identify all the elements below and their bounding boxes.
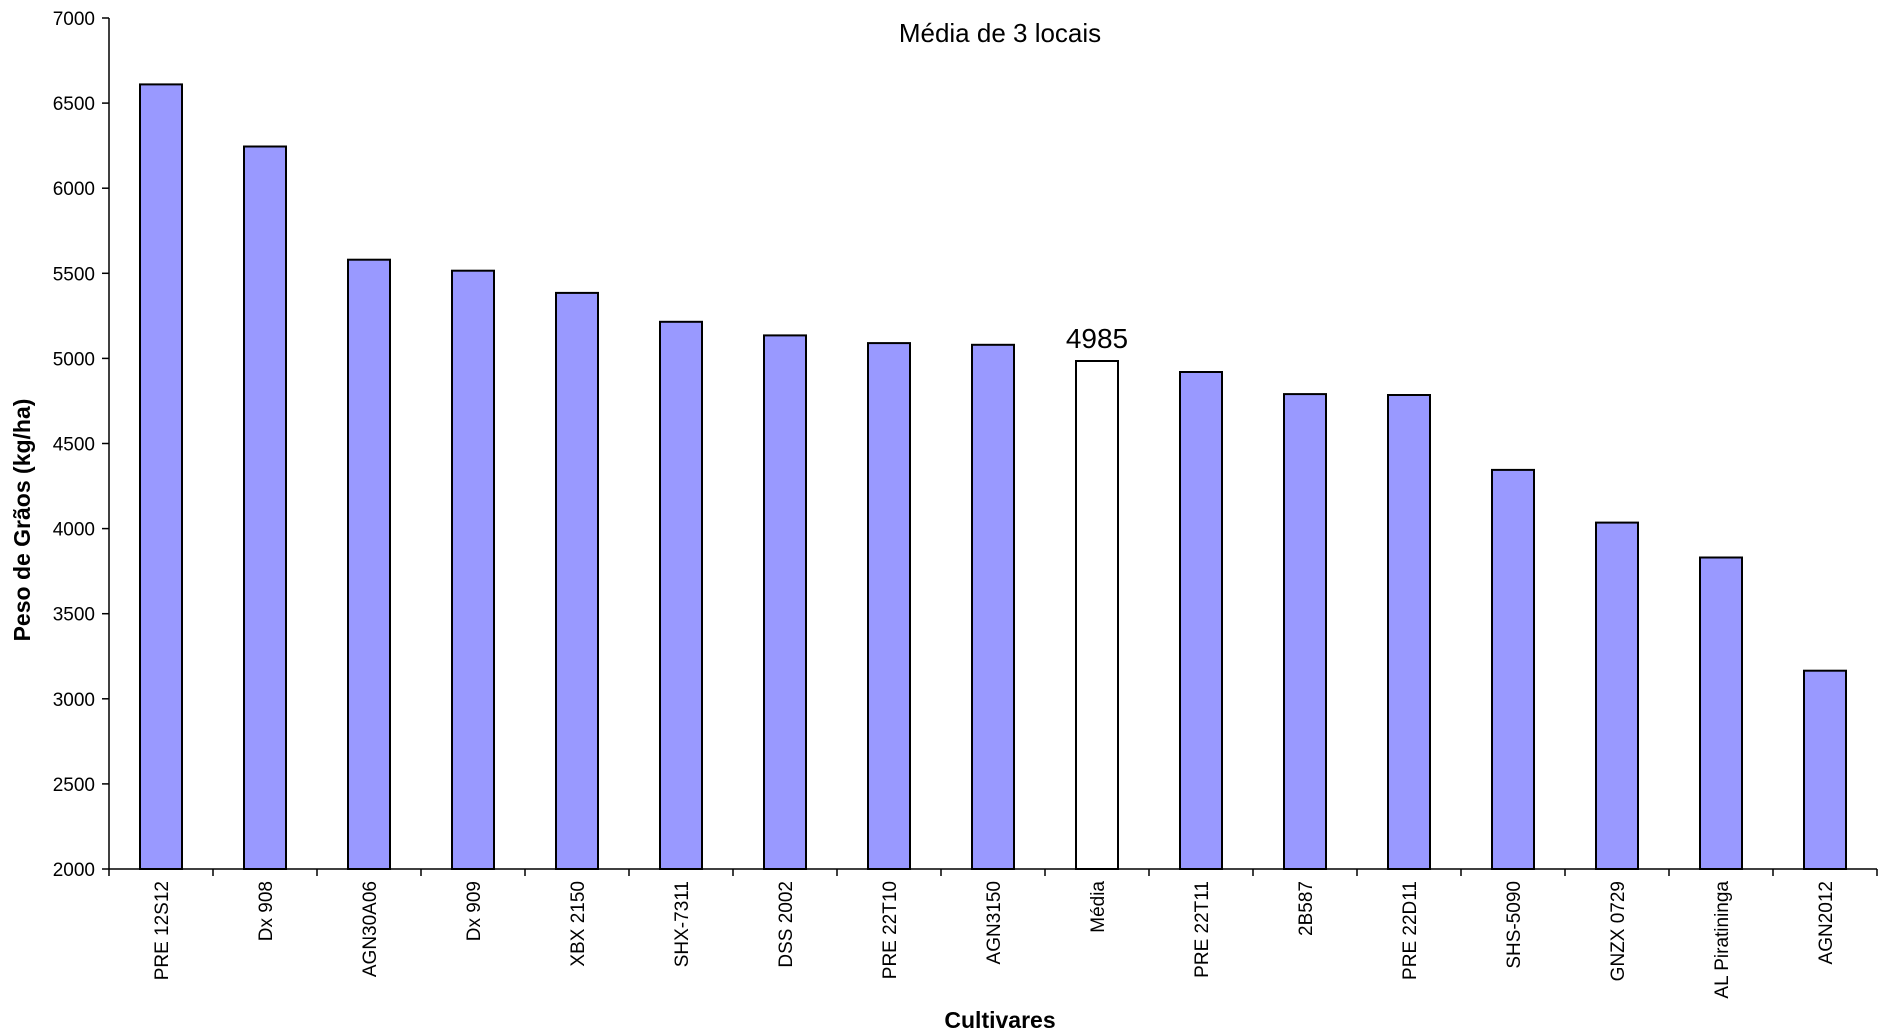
data-label: 4985 — [1066, 323, 1128, 354]
bar — [1803, 669, 1847, 871]
y-tick-label: 2000 — [53, 860, 95, 881]
y-tick-label: 4500 — [53, 435, 95, 456]
x-tick-label: SHS-5090 — [1504, 881, 1525, 969]
bar — [451, 269, 495, 870]
x-tick-label: SHX-7311 — [672, 881, 693, 967]
x-tick-label: Dx 908 — [256, 881, 277, 941]
bar — [139, 83, 183, 870]
x-tick-label: Dx 909 — [464, 881, 485, 941]
x-tick-label: GNZX 0729 — [1608, 881, 1629, 981]
bar — [1179, 371, 1223, 870]
y-tick-label: 3500 — [53, 605, 95, 626]
x-tick-label: PRE 22T11 — [1192, 881, 1213, 978]
y-tick-label: 5500 — [53, 264, 95, 285]
bar — [1699, 556, 1743, 870]
y-axis-title: Peso de Grãos (kg/ha) — [9, 399, 35, 642]
bar — [763, 334, 807, 870]
y-tick-label: 7000 — [53, 9, 95, 30]
x-tick-label: XBX 2150 — [568, 881, 589, 967]
bar — [1387, 394, 1431, 870]
y-tick-label: 3000 — [53, 690, 95, 711]
y-tick-label: 6000 — [53, 179, 95, 200]
y-tick-label: 6500 — [53, 94, 95, 115]
bar-media — [1075, 360, 1119, 870]
x-tick-label: AL Piratininga — [1712, 881, 1733, 999]
x-tick-label: DSS 2002 — [776, 881, 797, 968]
bar — [1595, 521, 1639, 870]
x-tick-label: 2B587 — [1296, 881, 1317, 936]
y-tick-label: 2500 — [53, 775, 95, 796]
x-tick-label: AGN3150 — [984, 881, 1005, 964]
chart-title: Média de 3 locais — [899, 18, 1101, 48]
x-axis-title: Cultivares — [944, 1007, 1055, 1033]
x-tick-label: AGN30A06 — [360, 881, 381, 977]
bar — [555, 291, 599, 870]
y-tick-label: 4000 — [53, 520, 95, 541]
bar — [243, 145, 287, 870]
x-tick-label: PRE 22T10 — [880, 881, 901, 979]
x-tick-label: PRE 12S12 — [152, 881, 173, 980]
plot-area: 2000 2500 3000 3500 4000 4500 5000 5500 6000 6500… — [53, 9, 1878, 999]
bar — [659, 320, 703, 870]
x-tick-label: Média — [1088, 881, 1109, 933]
bar — [1283, 393, 1327, 870]
y-tick-label: 5000 — [53, 349, 95, 370]
x-tick-label: AGN2012 — [1816, 881, 1837, 964]
x-tick-label: PRE 22D11 — [1400, 881, 1421, 980]
bar — [971, 343, 1015, 870]
bar — [867, 342, 911, 871]
bar — [1491, 468, 1535, 870]
bar — [347, 258, 391, 870]
